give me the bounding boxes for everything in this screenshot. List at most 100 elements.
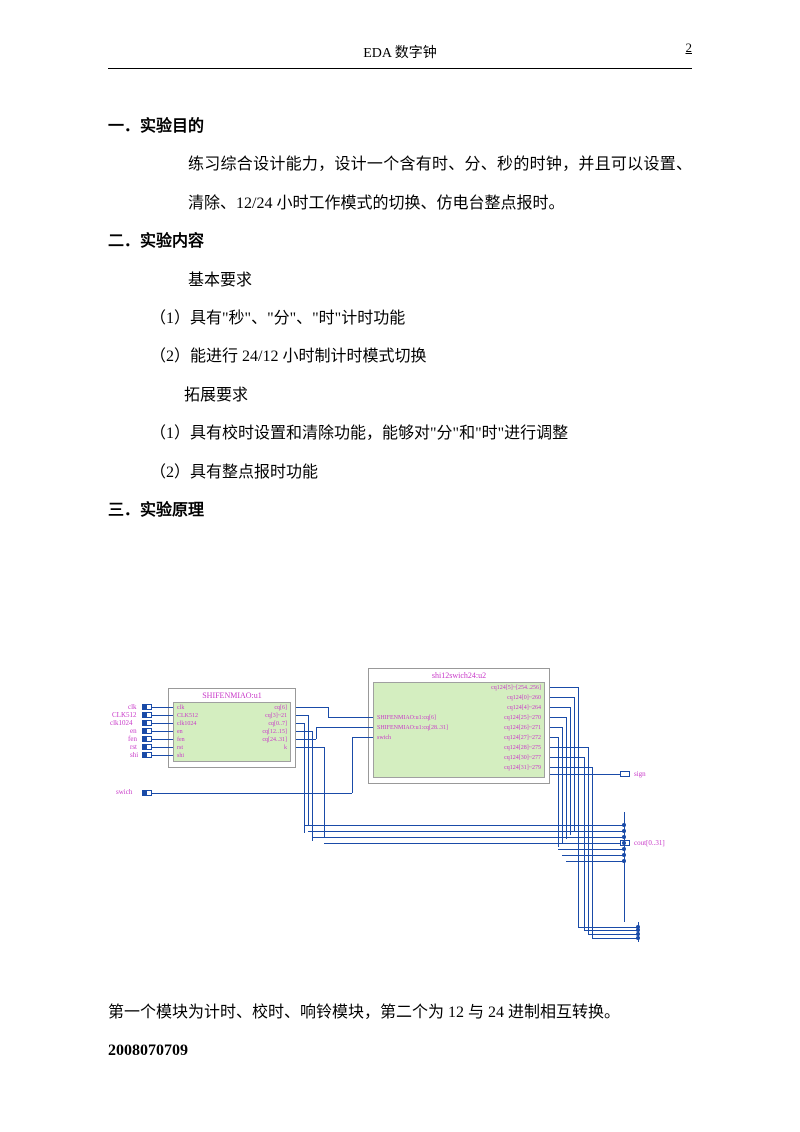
- b1-lp6: shi: [177, 753, 184, 759]
- w-b2-o8: [550, 767, 592, 768]
- ndb4: [636, 936, 640, 940]
- section-2-subext: 拓展要求: [108, 377, 692, 415]
- w-b2-o2: [550, 707, 570, 708]
- b2-rp0: cq124[5]~[254..256]: [491, 685, 541, 691]
- footer-id: 2008070709: [108, 1032, 692, 1070]
- b2-rp2: cq124[4]~264: [507, 705, 541, 711]
- in-swich: swich: [116, 788, 132, 796]
- b2-lp2: swich: [377, 735, 391, 741]
- b2-rp3: cq124[25]~270: [504, 715, 541, 721]
- w-b1b2-bv: [316, 727, 317, 739]
- w-out3: [296, 731, 312, 732]
- w-b1b2-a: [296, 707, 328, 708]
- section-2-item3: （1）具有校时设置和清除功能，能够对"分"和"时"进行调整: [108, 415, 692, 453]
- w-b2-o6v: [588, 747, 589, 851]
- b1-rp0: cq[6]: [274, 705, 287, 711]
- w-conv5: [558, 849, 624, 850]
- w-b2-o3: [550, 717, 566, 718]
- w-hbot1: [578, 927, 638, 928]
- w-out1: [296, 715, 308, 716]
- section-2-title: 二．实验内容: [108, 223, 692, 261]
- w-b2-o1: [550, 697, 574, 698]
- w-b2-o3v: [566, 717, 567, 839]
- w-fen: [152, 739, 173, 740]
- b1-rp4: cq[24..31]: [262, 737, 287, 743]
- section-1-title: 一．实验目的: [108, 108, 692, 146]
- pad-clk512: [142, 712, 152, 718]
- w-b1b2-av: [328, 707, 329, 717]
- w-en: [152, 731, 173, 732]
- w-b2-o7v: [584, 757, 585, 855]
- pad-fen: [142, 736, 152, 742]
- w-b1b2-b: [296, 739, 316, 740]
- in-rst: rst: [130, 743, 137, 751]
- main-content: 一．实验目的 练习综合设计能力，设计一个含有时、分、秒的时钟，并且可以设置、清除…: [108, 108, 692, 530]
- b1-lp2: clk1024: [177, 721, 196, 727]
- w-b2-o5: [550, 737, 558, 738]
- w-out2v: [304, 723, 305, 833]
- w-swich-v: [352, 737, 353, 793]
- w-conv7: [566, 861, 624, 862]
- w-conv4: [324, 843, 624, 844]
- section-1-body: 练习综合设计能力，设计一个含有时、分、秒的时钟，并且可以设置、清除、12/24 …: [108, 146, 692, 223]
- pad-sign: [620, 771, 630, 777]
- out-sign: sign: [634, 770, 646, 778]
- w-b2-o6: [550, 747, 588, 748]
- pad-rst: [142, 744, 152, 750]
- b1-lp4: fen: [177, 737, 185, 743]
- b2-rp8: cq124[31]~279: [504, 765, 541, 771]
- b1-lp0: clk: [177, 705, 184, 711]
- w-b2-o1v: [574, 697, 575, 831]
- w-conv6: [562, 855, 624, 856]
- in-en: en: [130, 727, 137, 735]
- b2-rp1: cq124[0]~260: [507, 695, 541, 701]
- in-clk: clk: [128, 703, 137, 711]
- b2-rp5: cq124[27]~272: [504, 735, 541, 741]
- b2-rp6: cq124[28]~275: [504, 745, 541, 751]
- w-b2-o8v: [592, 767, 593, 859]
- footer-text: 第一个模块为计时、校时、响铃模块，第二个为 12 与 24 进制相互转换。 20…: [108, 994, 692, 1071]
- w-b1b2-ah2: [328, 717, 373, 718]
- b2-rp4: cq124[26]~271: [504, 725, 541, 731]
- footer-para: 第一个模块为计时、校时、响铃模块，第二个为 12 与 24 进制相互转换。: [108, 994, 692, 1032]
- in-clk512: CLK512: [112, 711, 137, 719]
- w-vbus3: [588, 851, 589, 934]
- page-number: 2: [686, 40, 693, 56]
- w-out5: [296, 747, 324, 748]
- w-conv2: [308, 831, 624, 832]
- in-fen: fen: [128, 735, 137, 743]
- w-b2-o0: [550, 687, 578, 688]
- w-b2-o7: [550, 757, 584, 758]
- w-b1b2-bh2: [316, 727, 373, 728]
- w-clk: [152, 707, 173, 708]
- w-hbot3: [588, 934, 638, 935]
- section-2-item1: （1）具有"秒"、"分"、"时"计时功能: [108, 300, 692, 338]
- b1-lp1: CLK512: [177, 713, 198, 719]
- block1-inner: clk CLK512 clk1024 en fen rst shi cq[6] …: [173, 702, 291, 762]
- page-header: EDA 数字钟: [0, 42, 800, 62]
- in-clk1024: clk1024: [110, 719, 133, 727]
- pad-clk1024: [142, 720, 152, 726]
- pad-shi: [142, 752, 152, 758]
- w-vbus1: [578, 827, 579, 927]
- w-out5v: [324, 747, 325, 837]
- w-shi: [152, 755, 173, 756]
- pad-swich: [142, 790, 152, 796]
- section-2-item4: （2）具有整点报时功能: [108, 454, 692, 492]
- b1-rp1: cq[3]~21: [265, 713, 287, 719]
- w-coutbus: [624, 812, 625, 922]
- block1-title: SHIFENMIAO:u1: [169, 691, 295, 700]
- w-hbot2: [584, 930, 638, 931]
- b2-lp0: SHIFENMIAO:u1:cq[6]: [377, 715, 436, 721]
- w-clk1024: [152, 723, 173, 724]
- b2-lp1: SHIFENMIAO:u1:cq[28..31]: [377, 725, 448, 731]
- pad-en: [142, 728, 152, 734]
- w-out2: [296, 723, 304, 724]
- w-sign: [550, 774, 620, 775]
- b1-rp3: cq[12..15]: [262, 729, 287, 735]
- circuit-diagram: SHIFENMIAO:u1 clk CLK512 clk1024 en fen …: [108, 662, 698, 966]
- w-b2-o4: [550, 727, 562, 728]
- w-conv1: [304, 825, 624, 826]
- header-divider: [108, 68, 692, 69]
- w-b2-o2v: [570, 707, 571, 835]
